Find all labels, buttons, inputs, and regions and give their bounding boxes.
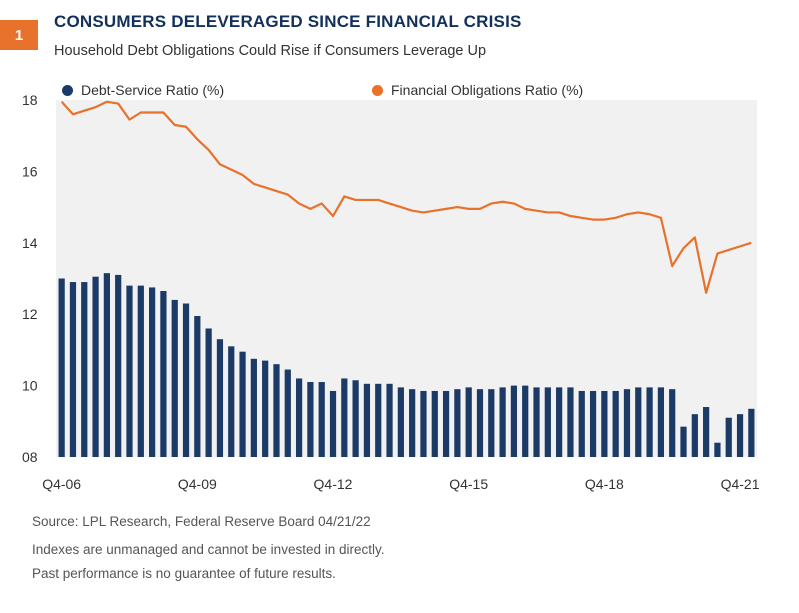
source-note: Source: LPL Research, Federal Reserve Bo… — [32, 514, 371, 529]
figure-number-badge: 1 — [0, 20, 38, 50]
debt-service-bar — [646, 387, 653, 457]
debt-service-bar — [69, 282, 77, 457]
legend-label-financial-obligations: Financial Obligations Ratio (%) — [391, 82, 584, 98]
debt-service-bar — [680, 426, 687, 457]
chart-title: CONSUMERS DELEVERAGED SINCE FINANCIAL CR… — [54, 12, 522, 31]
debt-service-bar — [420, 390, 427, 457]
debt-service-bar — [182, 303, 190, 457]
disclaimer-performance: Past performance is no guarantee of futu… — [32, 566, 336, 581]
debt-service-bar — [58, 278, 65, 457]
legend-item-debt-service: Debt-Service Ratio (%) — [62, 82, 224, 98]
y-tick-label: 10 — [22, 378, 38, 394]
debt-service-bar — [262, 360, 269, 457]
debt-service-bar — [533, 387, 540, 457]
debt-service-bar — [431, 390, 438, 457]
chart-legend: Debt-Service Ratio (%) Financial Obligat… — [62, 82, 762, 102]
x-tick-label: Q4-12 — [314, 476, 353, 492]
debt-service-bar — [363, 383, 371, 457]
debt-service-bar — [81, 282, 88, 457]
x-tick-label: Q4-15 — [449, 476, 488, 492]
debt-service-bar — [578, 390, 585, 457]
debt-service-bar — [488, 389, 495, 457]
debt-service-bar — [126, 285, 133, 457]
debt-service-bar — [341, 378, 348, 457]
debt-service-bar — [691, 414, 698, 457]
debt-service-bars — [58, 273, 755, 457]
debt-service-bar — [748, 408, 755, 457]
debt-service-bar — [92, 276, 99, 457]
debt-service-bar — [567, 387, 574, 457]
legend-marker-debt-service — [62, 84, 73, 96]
x-tick-label: Q4-09 — [178, 476, 217, 492]
debt-service-bar — [476, 389, 484, 457]
debt-service-bar — [409, 389, 416, 457]
debt-service-bar — [149, 287, 156, 457]
legend-item-financial-obligations: Financial Obligations Ratio (%) — [372, 82, 583, 98]
debt-service-bar — [589, 390, 597, 457]
y-tick-label: 08 — [22, 449, 38, 465]
debt-service-bar — [318, 382, 325, 457]
debt-service-bar — [499, 387, 506, 457]
debt-service-bar — [239, 351, 246, 457]
debt-service-bar — [725, 417, 732, 457]
debt-service-bar — [669, 389, 676, 457]
debt-service-bar — [307, 382, 314, 457]
debt-service-bar — [612, 390, 619, 457]
debt-service-bar — [329, 390, 337, 457]
debt-service-bar — [295, 378, 303, 457]
debt-service-bar — [736, 414, 744, 457]
debt-service-bar — [556, 387, 563, 457]
debt-service-bar — [623, 389, 631, 457]
debt-service-bar — [273, 364, 280, 457]
debt-service-bar — [703, 407, 710, 457]
chart-subtitle: Household Debt Obligations Could Rise if… — [54, 43, 487, 59]
financial-obligations-line — [60, 100, 752, 294]
debt-service-bar — [397, 387, 404, 457]
x-tick-label: Q4-21 — [721, 476, 760, 492]
legend-label-debt-service: Debt-Service Ratio (%) — [81, 82, 225, 98]
debt-service-bar — [375, 383, 382, 457]
debt-service-bar — [386, 383, 393, 457]
debt-service-bar — [250, 358, 257, 457]
debt-service-bar — [442, 390, 450, 457]
debt-service-bar — [635, 387, 642, 457]
debt-service-bar — [544, 387, 551, 457]
debt-service-bar — [284, 369, 291, 457]
y-axis-ticks: 08 10 12 14 16 18 — [22, 92, 38, 465]
debt-service-bar — [714, 442, 721, 457]
debt-service-bar — [454, 389, 461, 457]
debt-service-bar — [103, 273, 110, 457]
debt-service-bar — [465, 387, 472, 457]
x-tick-label: Q4-06 — [42, 476, 81, 492]
debt-service-bar — [601, 390, 608, 457]
y-tick-label: 12 — [22, 306, 38, 322]
debt-service-bar — [137, 285, 144, 457]
debt-service-bar — [352, 380, 359, 457]
debt-service-bar — [510, 385, 518, 457]
y-tick-label: 16 — [22, 163, 38, 179]
debt-service-bar — [115, 274, 122, 457]
debt-service-bar — [657, 387, 665, 457]
y-tick-label: 14 — [22, 235, 38, 251]
debt-service-bar — [205, 328, 212, 457]
legend-marker-financial-obligations — [372, 84, 383, 96]
debt-service-bar — [216, 339, 224, 457]
x-axis-ticks: Q4-06 Q4-09 Q4-12 Q4-15 Q4-18 Q4-21 — [42, 476, 760, 492]
x-tick-label: Q4-18 — [585, 476, 624, 492]
debt-service-bar — [522, 385, 529, 457]
debt-service-bar — [228, 346, 235, 457]
debt-service-bar — [160, 291, 167, 457]
debt-service-bar — [171, 299, 178, 457]
disclaimer-index: Indexes are unmanaged and cannot be inve… — [32, 542, 385, 557]
debt-service-bar — [194, 315, 201, 457]
y-tick-label: 18 — [22, 92, 38, 108]
